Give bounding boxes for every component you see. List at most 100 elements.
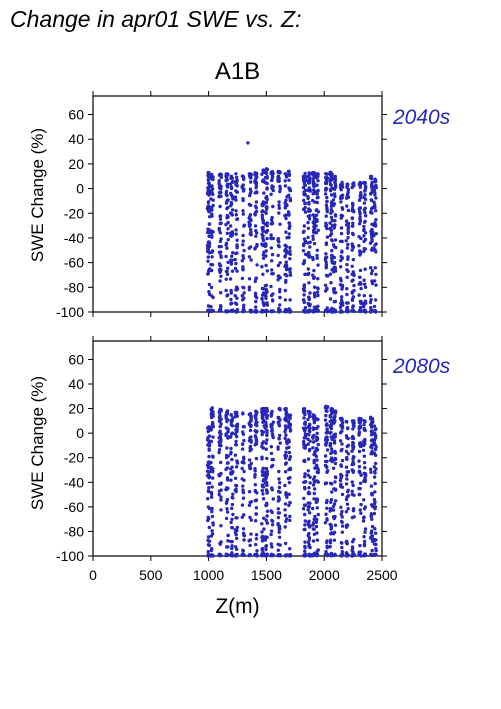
data-point xyxy=(276,507,280,511)
data-point xyxy=(287,173,292,177)
data-point xyxy=(278,287,282,292)
data-point xyxy=(357,420,361,425)
data-point xyxy=(247,490,252,494)
data-point xyxy=(325,470,329,474)
y-tick-label-2080s: 0 xyxy=(76,425,84,441)
data-point xyxy=(230,544,234,548)
data-point xyxy=(283,249,287,253)
data-point xyxy=(218,239,223,244)
data-point xyxy=(314,454,319,459)
data-point xyxy=(249,414,253,419)
data-point xyxy=(333,414,337,418)
data-point xyxy=(312,480,317,484)
data-point xyxy=(233,195,238,199)
data-point xyxy=(240,276,245,281)
data-point xyxy=(340,545,344,550)
data-point xyxy=(287,440,291,444)
data-point xyxy=(328,509,332,513)
data-point xyxy=(271,272,275,276)
data-point xyxy=(278,303,282,307)
data-point xyxy=(372,432,376,436)
data-point xyxy=(260,473,265,477)
data-point xyxy=(315,196,319,200)
data-point xyxy=(306,508,310,512)
data-point xyxy=(235,238,239,242)
data-point xyxy=(372,188,376,192)
data-point xyxy=(333,475,338,479)
data-point xyxy=(277,527,281,532)
data-point xyxy=(359,418,363,422)
data-point xyxy=(372,511,377,516)
data-point xyxy=(362,220,367,224)
data-point xyxy=(372,200,376,204)
data-point xyxy=(254,413,258,417)
data-point xyxy=(362,180,367,185)
data-point xyxy=(334,499,338,503)
data-point xyxy=(340,509,344,514)
data-point xyxy=(241,256,246,260)
data-point xyxy=(207,506,212,511)
data-point xyxy=(303,272,307,277)
data-point xyxy=(346,231,350,235)
data-point xyxy=(241,306,246,310)
data-point xyxy=(287,193,291,197)
data-point xyxy=(265,469,269,474)
data-point xyxy=(229,520,233,525)
data-point xyxy=(329,232,334,236)
data-point xyxy=(352,553,356,558)
data-point xyxy=(283,513,288,518)
data-point xyxy=(340,515,344,519)
data-point xyxy=(312,241,317,246)
data-point xyxy=(329,215,334,220)
data-point xyxy=(219,254,223,258)
data-point xyxy=(288,187,292,191)
data-point xyxy=(325,539,329,543)
data-point xyxy=(362,535,366,539)
data-point xyxy=(224,243,228,247)
data-point xyxy=(333,409,338,413)
data-point xyxy=(284,278,288,283)
data-point xyxy=(350,216,354,220)
data-point xyxy=(224,415,228,419)
data-point xyxy=(358,308,362,313)
data-point xyxy=(231,308,235,312)
data-point xyxy=(224,288,228,293)
data-point xyxy=(271,497,275,501)
data-point xyxy=(346,242,350,247)
data-point xyxy=(211,198,215,202)
data-point xyxy=(311,171,315,175)
data-point xyxy=(288,455,293,459)
data-point xyxy=(302,192,307,197)
data-point xyxy=(362,419,367,423)
data-point xyxy=(286,419,291,424)
data-point xyxy=(229,435,233,439)
data-point xyxy=(217,448,222,452)
data-point xyxy=(288,245,292,250)
data-point xyxy=(249,203,253,208)
data-point xyxy=(225,545,229,549)
data-point xyxy=(325,195,329,200)
data-point xyxy=(206,170,210,175)
data-point xyxy=(306,226,310,230)
data-point xyxy=(373,279,377,283)
data-point xyxy=(207,282,212,287)
data-point xyxy=(207,290,211,294)
data-point xyxy=(229,452,233,456)
data-point xyxy=(241,459,245,464)
data-point xyxy=(226,266,230,270)
data-point xyxy=(225,461,230,465)
data-point xyxy=(278,433,282,438)
data-point xyxy=(241,484,245,488)
data-point xyxy=(351,462,356,466)
data-point xyxy=(340,474,344,478)
data-point xyxy=(329,500,333,504)
data-point xyxy=(338,186,343,190)
data-point xyxy=(357,293,361,297)
data-point xyxy=(328,538,333,542)
data-point xyxy=(248,436,252,440)
data-point xyxy=(351,304,355,308)
data-point xyxy=(369,470,373,474)
data-point xyxy=(276,179,280,183)
data-point xyxy=(307,181,312,185)
data-point xyxy=(329,173,334,177)
